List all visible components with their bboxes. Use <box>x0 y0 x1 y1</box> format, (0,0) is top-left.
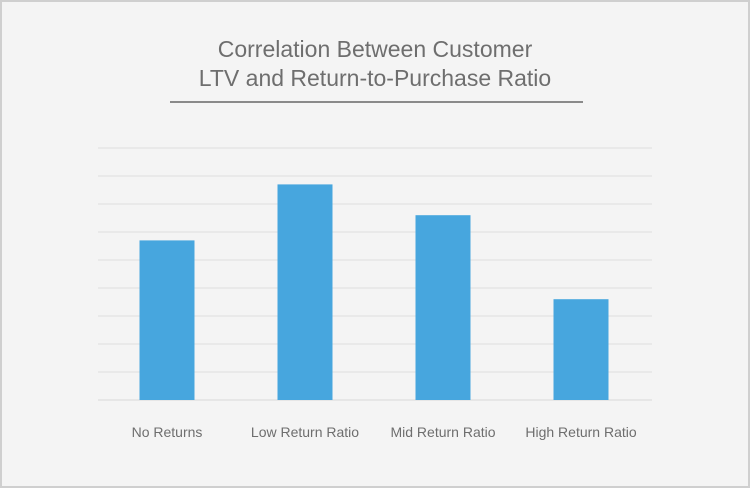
x-tick-label: Low Return Ratio <box>251 424 359 440</box>
chart-title-line-1: Correlation Between Customer <box>217 36 533 62</box>
x-tick-label: High Return Ratio <box>525 424 636 440</box>
bar-no-returns <box>139 240 195 400</box>
title-underline <box>170 101 583 103</box>
bar-mid-return-ratio <box>415 215 471 400</box>
x-tick-label: Mid Return Ratio <box>390 424 495 440</box>
bar-low-return-ratio <box>277 184 333 400</box>
bar-high-return-ratio <box>553 299 609 400</box>
chart-title-line-2: LTV and Return-to-Purchase Ratio <box>198 65 552 91</box>
x-tick-label: No Returns <box>132 424 203 440</box>
